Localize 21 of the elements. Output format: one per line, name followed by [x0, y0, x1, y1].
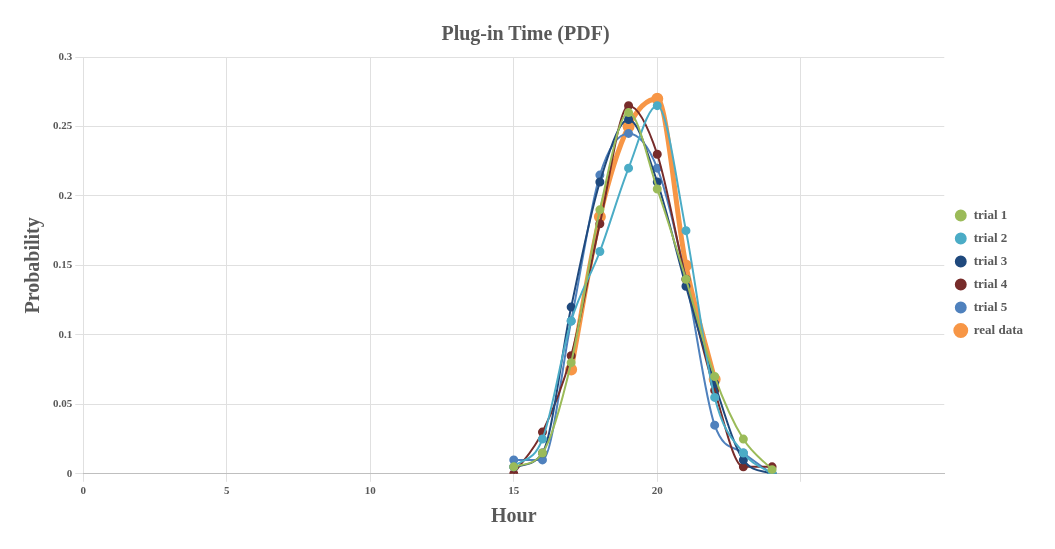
- y-tick-label: 0.05: [53, 397, 73, 410]
- x-tick-label: 10: [364, 484, 377, 497]
- y-tick-label: 0.25: [53, 119, 73, 132]
- x-tick-label: 0: [80, 484, 87, 497]
- x-tick-label: 15: [508, 484, 520, 497]
- x-tick-label: 5: [224, 484, 230, 497]
- y-tick-label: 0: [66, 466, 73, 479]
- legend-label: real data: [973, 321, 1024, 337]
- x-tick-label: 20: [651, 484, 664, 497]
- y-tick-label: 0.15: [53, 258, 73, 271]
- y-axis-title: Probability: [21, 217, 45, 314]
- y-tick-label: 0.3: [58, 49, 73, 62]
- legend-label: trial 1: [973, 206, 1008, 222]
- legend-label: trial 3: [973, 252, 1008, 268]
- chart-title: Plug-in Time (PDF): [441, 22, 610, 46]
- legend-label: trial 5: [973, 298, 1008, 314]
- y-tick-label: 0.2: [58, 188, 73, 201]
- x-axis-title: Hour: [490, 504, 537, 527]
- y-tick-label: 0.1: [58, 327, 73, 340]
- legend-label: trial 4: [973, 275, 1008, 291]
- legend-label: trial 2: [973, 229, 1008, 245]
